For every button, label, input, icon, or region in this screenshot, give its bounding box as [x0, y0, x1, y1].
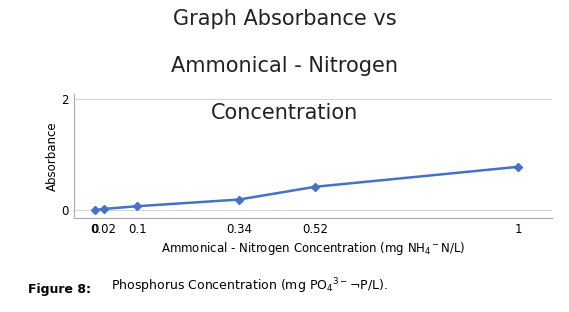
- Text: Ammonical - Nitrogen: Ammonical - Nitrogen: [171, 56, 398, 76]
- Text: Phosphorus Concentration (mg PO$_4$$^{3-}$$\neg$P/L).: Phosphorus Concentration (mg PO$_4$$^{3-…: [111, 277, 388, 296]
- Y-axis label: Absorbance: Absorbance: [46, 121, 59, 191]
- Text: Figure 8:: Figure 8:: [28, 283, 92, 296]
- Text: Concentration: Concentration: [211, 103, 358, 123]
- X-axis label: Ammonical - Nitrogen Concentration (mg NH$_4$$^-$N/L): Ammonical - Nitrogen Concentration (mg N…: [160, 241, 465, 257]
- Text: Graph Absorbance vs: Graph Absorbance vs: [172, 9, 397, 29]
